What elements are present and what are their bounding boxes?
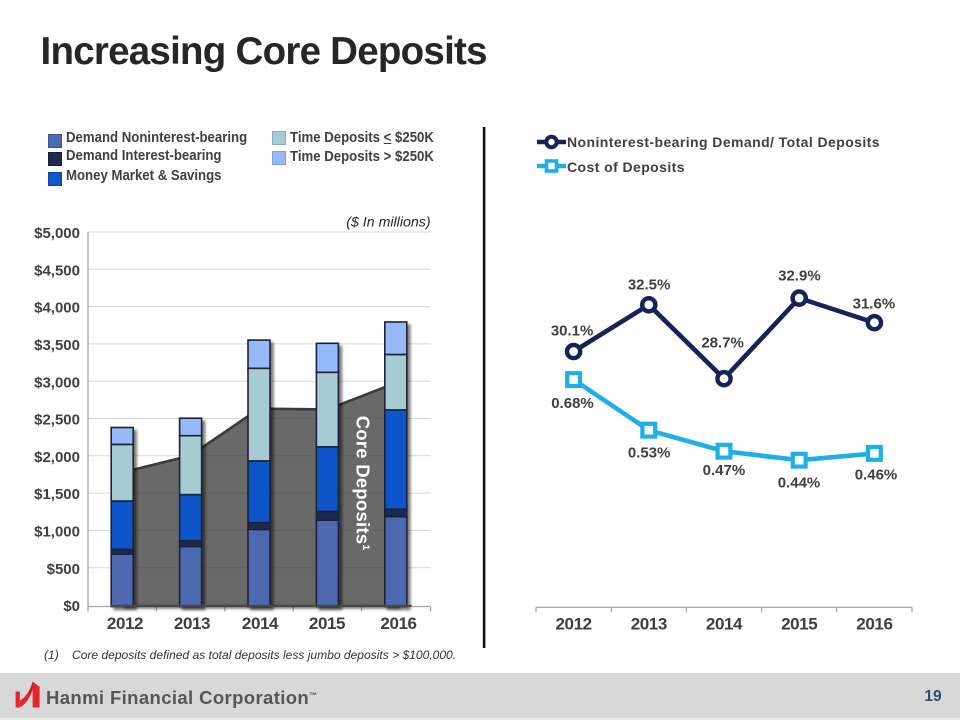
svg-text:$1,500: $1,500 (34, 486, 80, 503)
svg-text:2016: 2016 (380, 614, 416, 633)
svg-text:0.44%: 0.44% (778, 474, 821, 491)
svg-text:$3,000: $3,000 (34, 374, 80, 391)
svg-text:$3,500: $3,500 (34, 337, 80, 354)
svg-text:2014: 2014 (242, 614, 279, 633)
svg-text:30.1%: 30.1% (551, 322, 594, 339)
svg-text:$1,000: $1,000 (34, 524, 80, 541)
svg-text:$4,500: $4,500 (34, 262, 80, 279)
svg-text:2015: 2015 (781, 615, 817, 634)
svg-text:28.7%: 28.7% (701, 334, 744, 351)
svg-text:0.68%: 0.68% (551, 395, 594, 412)
svg-text:0.46%: 0.46% (855, 466, 898, 483)
svg-text:32.9%: 32.9% (778, 268, 821, 285)
svg-text:31.6%: 31.6% (853, 295, 896, 312)
svg-text:($ In millions): ($ In millions) (346, 215, 430, 231)
svg-text:2016: 2016 (856, 615, 892, 634)
svg-text:Core Deposits¹: Core Deposits¹ (353, 416, 374, 551)
svg-text:$500: $500 (47, 561, 80, 578)
svg-text:2015: 2015 (309, 614, 345, 633)
svg-text:2014: 2014 (706, 615, 743, 634)
svg-text:$0: $0 (63, 598, 80, 615)
svg-text:0.47%: 0.47% (703, 462, 746, 479)
svg-text:2013: 2013 (631, 615, 667, 634)
svg-text:0.53%: 0.53% (628, 445, 671, 462)
svg-text:2012: 2012 (555, 615, 591, 634)
svg-text:$5,000: $5,000 (34, 225, 80, 242)
svg-text:2012: 2012 (107, 614, 143, 633)
svg-text:$2,500: $2,500 (34, 412, 80, 429)
svg-text:32.5%: 32.5% (628, 277, 671, 294)
svg-text:$2,000: $2,000 (34, 449, 80, 466)
svg-text:$4,000: $4,000 (34, 300, 80, 317)
svg-text:2013: 2013 (174, 614, 210, 633)
